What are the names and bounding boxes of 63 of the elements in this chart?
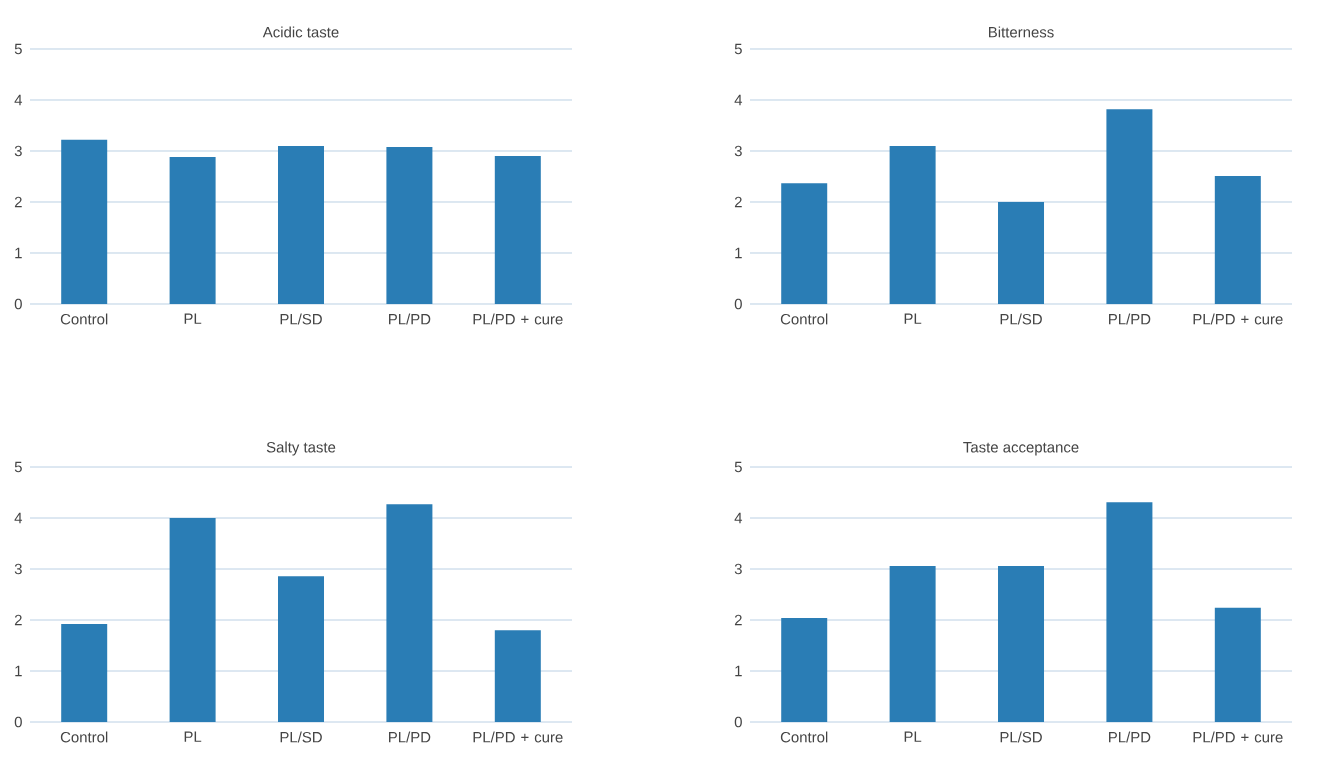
chart-title: Taste acceptance — [963, 442, 1079, 456]
y-tick-label: 5 — [734, 43, 742, 55]
bar — [1106, 502, 1153, 722]
y-tick-label: 3 — [734, 145, 742, 157]
bar — [61, 624, 108, 722]
bar — [998, 202, 1045, 304]
y-tick-label: 2 — [14, 614, 22, 626]
x-tick-label: PL — [184, 313, 202, 324]
y-tick-label: 0 — [14, 298, 22, 310]
x-tick-label: PL/PD — [389, 731, 431, 743]
y-tick-label: 3 — [734, 563, 742, 575]
y-tick-label: 5 — [14, 43, 22, 55]
y-tick-label: 1 — [735, 665, 742, 677]
bar — [278, 576, 324, 722]
x-tick-label: PL/PD + cure — [473, 731, 563, 743]
x-tick-label: PL/PD + cure — [1193, 731, 1283, 743]
x-tick-label: PL/SD — [280, 731, 322, 743]
y-tick-label: 5 — [734, 461, 742, 473]
x-tick-label: Control — [60, 313, 108, 325]
y-tick-label: 4 — [14, 512, 23, 524]
x-tick-label: PL — [904, 731, 922, 742]
y-tick-label: 2 — [734, 196, 742, 208]
y-tick-label: 0 — [734, 716, 742, 728]
x-tick-label: PL/SD — [1000, 731, 1042, 743]
bar — [781, 183, 828, 304]
y-tick-label: 2 — [734, 614, 742, 626]
y-tick-label: 3 — [14, 563, 22, 575]
x-tick-label: PL — [904, 313, 922, 324]
x-tick-label: PL/PD — [1109, 731, 1151, 743]
bar — [494, 630, 541, 722]
bar — [1214, 175, 1261, 304]
x-tick-label: Control — [60, 731, 108, 743]
x-tick-label: PL/SD — [280, 313, 322, 325]
bar — [998, 565, 1045, 722]
bar — [1106, 109, 1153, 304]
bar — [889, 565, 936, 722]
y-tick-label: 4 — [14, 94, 23, 106]
x-tick-label: Control — [780, 731, 828, 743]
y-tick-label: 0 — [14, 716, 22, 728]
y-tick-label: 2 — [14, 196, 22, 208]
bar — [1214, 607, 1261, 722]
chart-title: Salty taste — [266, 441, 336, 456]
bar — [169, 518, 216, 722]
bar — [386, 504, 433, 722]
x-tick-label: PL/SD — [1000, 313, 1042, 325]
y-tick-label: 1 — [15, 247, 22, 259]
bar — [781, 617, 828, 722]
chart-title: Acidic taste — [262, 26, 339, 38]
y-tick-label: 0 — [734, 298, 742, 310]
x-tick-label: PL/PD — [1109, 313, 1151, 325]
y-tick-label: 1 — [735, 247, 742, 259]
y-tick-label: 1 — [15, 665, 22, 677]
x-tick-label: PL — [184, 731, 202, 742]
x-tick-label: PL/PD + cure — [1193, 313, 1283, 325]
chart-title: Bitterness — [989, 26, 1054, 38]
y-tick-label: 5 — [14, 461, 22, 473]
x-tick-label: PL/PD — [389, 313, 431, 325]
bar — [889, 145, 936, 304]
y-tick-label: 3 — [14, 145, 22, 157]
y-tick-label: 4 — [734, 94, 743, 106]
y-tick-label: 4 — [734, 512, 743, 524]
x-tick-label: PL/PD + cure — [473, 313, 563, 325]
x-tick-label: Control — [780, 313, 828, 325]
